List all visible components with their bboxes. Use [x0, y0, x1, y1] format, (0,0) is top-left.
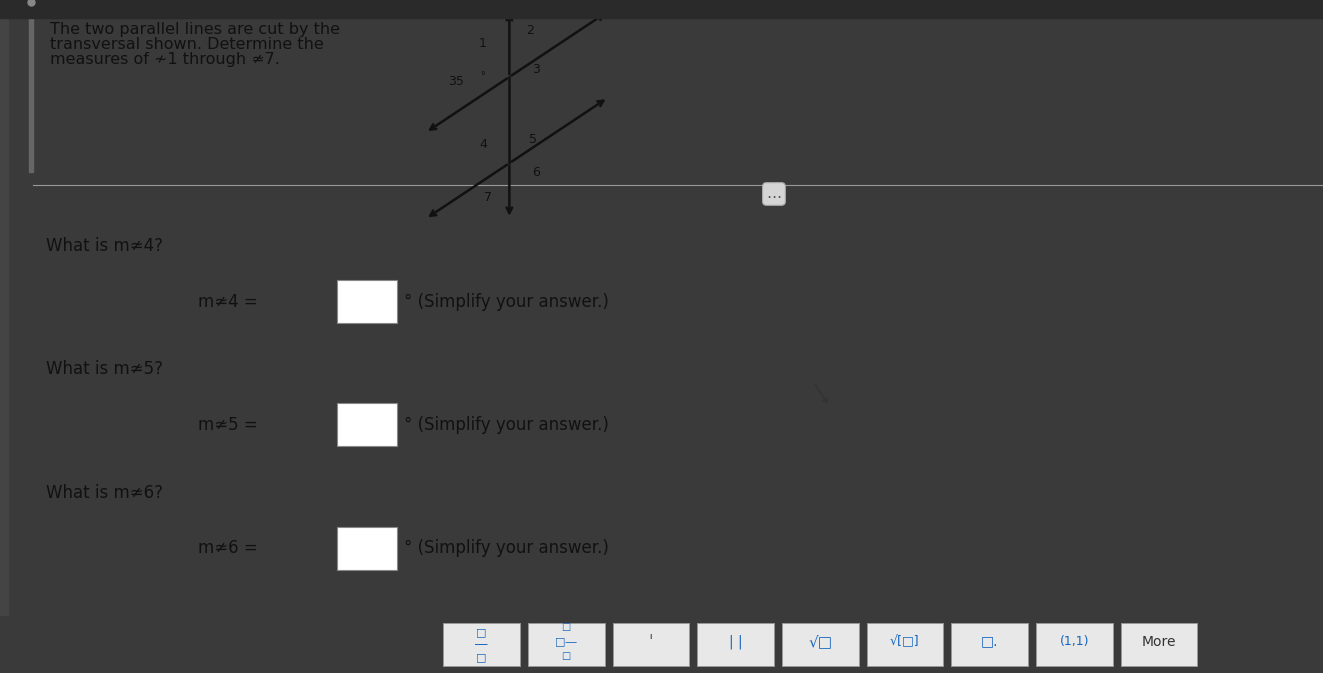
Text: (1,1): (1,1): [1060, 635, 1089, 648]
Bar: [337, 403, 397, 446]
Bar: [1036, 623, 1113, 666]
Text: What is m≄6?: What is m≄6?: [46, 484, 163, 501]
Text: 2: 2: [527, 24, 534, 37]
Bar: [1121, 623, 1197, 666]
Text: | |: | |: [729, 634, 742, 649]
Bar: [951, 623, 1028, 666]
Text: The two parallel lines are cut by the: The two parallel lines are cut by the: [50, 22, 340, 36]
Text: 35: 35: [448, 75, 464, 88]
Text: 4: 4: [479, 138, 487, 151]
Text: ° (Simplify your answer.): ° (Simplify your answer.): [404, 416, 609, 434]
Text: □: □: [562, 623, 570, 632]
Text: □.: □.: [980, 635, 999, 649]
Text: m≄5 =: m≄5 =: [198, 416, 258, 434]
Text: 3: 3: [532, 63, 540, 76]
Text: 7: 7: [484, 190, 492, 203]
Text: 1: 1: [479, 36, 487, 50]
Bar: [867, 623, 943, 666]
Text: √[□]: √[□]: [890, 635, 919, 648]
Bar: [528, 623, 605, 666]
Text: °: °: [480, 71, 486, 81]
Text: ': ': [648, 633, 654, 651]
Text: □: □: [562, 651, 570, 661]
Bar: [443, 623, 520, 666]
Text: What is m≄4?: What is m≄4?: [46, 238, 163, 255]
Bar: [29, 0, 33, 172]
Text: transversal shown. Determine the: transversal shown. Determine the: [50, 37, 324, 52]
Text: …: …: [766, 186, 782, 201]
Text: ° (Simplify your answer.): ° (Simplify your answer.): [404, 293, 609, 311]
Text: m≄4 =: m≄4 =: [198, 293, 258, 311]
Text: What is m≄5?: What is m≄5?: [46, 361, 163, 378]
Bar: [0, 0, 8, 616]
Bar: [697, 623, 774, 666]
Bar: [782, 623, 859, 666]
Text: ° (Simplify your answer.): ° (Simplify your answer.): [404, 539, 609, 557]
Text: ―: ―: [475, 638, 488, 651]
Bar: [0, 0, 1323, 18]
Text: √□: √□: [808, 634, 832, 649]
Text: □: □: [476, 652, 487, 662]
Text: 5: 5: [529, 133, 537, 146]
Bar: [337, 280, 397, 323]
Text: measures of ≁1 through ≄7.: measures of ≁1 through ≄7.: [50, 52, 280, 67]
Text: m≄6 =: m≄6 =: [198, 539, 258, 557]
Text: More: More: [1142, 635, 1176, 649]
Text: □―: □―: [556, 637, 577, 647]
Bar: [613, 623, 689, 666]
Bar: [337, 526, 397, 569]
Text: 6: 6: [532, 166, 540, 179]
Text: □: □: [476, 627, 487, 637]
